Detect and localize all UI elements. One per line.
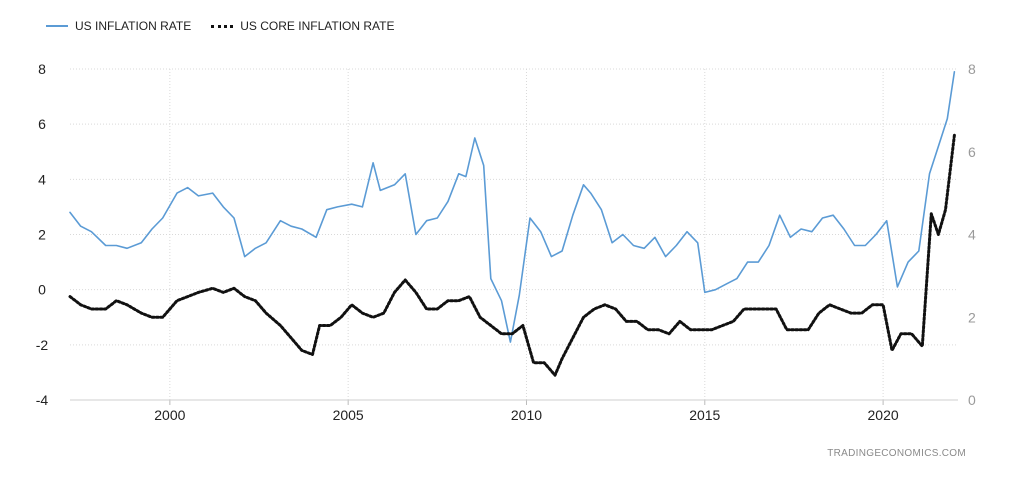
right-y-tick-label: 8: [968, 61, 976, 77]
right-y-tick-label: 4: [968, 227, 976, 243]
left-y-tick-label: -4: [36, 392, 49, 408]
grid-lines: [70, 68, 958, 401]
x-tick-label: 2020: [868, 407, 899, 423]
left-y-tick-label: 6: [38, 116, 46, 132]
left-y-tick-label: 8: [38, 61, 46, 77]
right-y-tick-label: 6: [968, 144, 976, 160]
x-tick-label: 2000: [154, 407, 185, 423]
series-line-core-inflation[interactable]: [68, 133, 956, 377]
right-y-axis: 8 6 4 2 0: [968, 61, 976, 408]
x-axis: 2000 2005 2010 2015 2020: [70, 399, 958, 423]
left-y-tick-label: -2: [36, 337, 49, 353]
legend-label-inflation: US INFLATION RATE: [75, 19, 192, 33]
right-y-tick-label: 2: [968, 309, 976, 325]
x-tick-label: 2005: [333, 407, 364, 423]
legend-item-inflation[interactable]: US INFLATION RATE: [46, 19, 191, 33]
legend-label-core-inflation: US CORE INFLATION RATE: [240, 19, 395, 33]
series-line-inflation[interactable]: [69, 71, 956, 343]
series-lines: [68, 71, 956, 377]
legend-swatch-solid-line: [46, 25, 68, 27]
left-y-tick-label: 2: [38, 227, 46, 243]
legend: US INFLATION RATE US CORE INFLATION RATE: [46, 19, 414, 33]
legend-swatch-dotted-line: [211, 24, 234, 28]
left-y-tick-label: 4: [38, 171, 46, 187]
right-y-tick-label: 0: [968, 392, 976, 408]
left-y-tick-label: 0: [38, 282, 46, 298]
x-tick-label: 2015: [689, 407, 720, 423]
legend-item-core-inflation[interactable]: US CORE INFLATION RATE: [211, 19, 394, 33]
x-tick-label: 2010: [511, 407, 542, 423]
left-y-axis: 8 6 4 2 0 -2 -4: [36, 61, 49, 408]
source-credit: TRADINGECONOMICS.COM: [827, 448, 966, 459]
